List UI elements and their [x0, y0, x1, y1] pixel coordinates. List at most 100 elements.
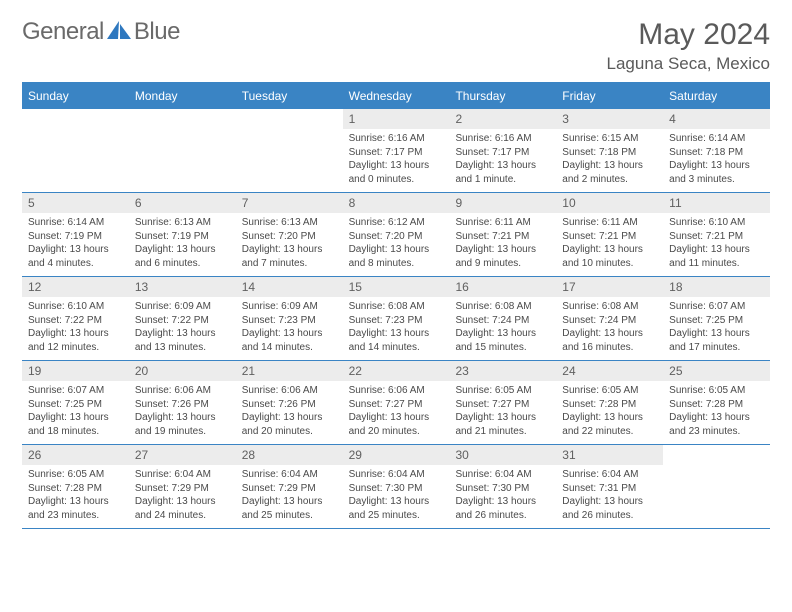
daylight-text: Daylight: 13 hours and 15 minutes. — [455, 327, 550, 354]
sunset-text: Sunset: 7:31 PM — [562, 482, 657, 496]
location-label: Laguna Seca, Mexico — [607, 54, 771, 74]
day-number: 12 — [22, 277, 129, 297]
daylight-text: Daylight: 13 hours and 18 minutes. — [28, 411, 123, 438]
sunset-text: Sunset: 7:18 PM — [562, 146, 657, 160]
sunset-text: Sunset: 7:27 PM — [455, 398, 550, 412]
sunrise-text: Sunrise: 6:10 AM — [28, 300, 123, 314]
day-info: Sunrise: 6:13 AMSunset: 7:20 PMDaylight:… — [236, 213, 343, 276]
daylight-text: Daylight: 13 hours and 6 minutes. — [135, 243, 230, 270]
sunset-text: Sunset: 7:26 PM — [242, 398, 337, 412]
sunset-text: Sunset: 7:23 PM — [242, 314, 337, 328]
header: General Blue May 2024 Laguna Seca, Mexic… — [22, 18, 770, 74]
daylight-text: Daylight: 13 hours and 0 minutes. — [349, 159, 444, 186]
sunset-text: Sunset: 7:20 PM — [242, 230, 337, 244]
dow-wednesday: Wednesday — [343, 84, 450, 109]
daylight-text: Daylight: 13 hours and 17 minutes. — [669, 327, 764, 354]
week-row: 19Sunrise: 6:07 AMSunset: 7:25 PMDayligh… — [22, 361, 770, 445]
sunrise-text: Sunrise: 6:04 AM — [349, 468, 444, 482]
day-of-week-header: SundayMondayTuesdayWednesdayThursdayFrid… — [22, 84, 770, 109]
day-info: Sunrise: 6:05 AMSunset: 7:28 PMDaylight:… — [22, 465, 129, 528]
day-info: Sunrise: 6:14 AMSunset: 7:19 PMDaylight:… — [22, 213, 129, 276]
day-cell: 23Sunrise: 6:05 AMSunset: 7:27 PMDayligh… — [449, 361, 556, 444]
dow-tuesday: Tuesday — [236, 84, 343, 109]
day-info: Sunrise: 6:06 AMSunset: 7:26 PMDaylight:… — [129, 381, 236, 444]
day-info: Sunrise: 6:09 AMSunset: 7:23 PMDaylight:… — [236, 297, 343, 360]
sunset-text: Sunset: 7:17 PM — [455, 146, 550, 160]
day-number: 20 — [129, 361, 236, 381]
sunset-text: Sunset: 7:21 PM — [562, 230, 657, 244]
sunrise-text: Sunrise: 6:04 AM — [135, 468, 230, 482]
sunrise-text: Sunrise: 6:06 AM — [242, 384, 337, 398]
day-info: Sunrise: 6:11 AMSunset: 7:21 PMDaylight:… — [449, 213, 556, 276]
sunset-text: Sunset: 7:19 PM — [28, 230, 123, 244]
day-number: 14 — [236, 277, 343, 297]
day-cell: 22Sunrise: 6:06 AMSunset: 7:27 PMDayligh… — [343, 361, 450, 444]
day-number: 18 — [663, 277, 770, 297]
logo-text-general: General — [22, 18, 104, 46]
day-number: 31 — [556, 445, 663, 465]
sunrise-text: Sunrise: 6:09 AM — [242, 300, 337, 314]
sunrise-text: Sunrise: 6:16 AM — [455, 132, 550, 146]
day-cell: 12Sunrise: 6:10 AMSunset: 7:22 PMDayligh… — [22, 277, 129, 360]
daylight-text: Daylight: 13 hours and 13 minutes. — [135, 327, 230, 354]
daylight-text: Daylight: 13 hours and 26 minutes. — [562, 495, 657, 522]
daylight-text: Daylight: 13 hours and 21 minutes. — [455, 411, 550, 438]
daylight-text: Daylight: 13 hours and 11 minutes. — [669, 243, 764, 270]
sunset-text: Sunset: 7:25 PM — [669, 314, 764, 328]
day-cell: 19Sunrise: 6:07 AMSunset: 7:25 PMDayligh… — [22, 361, 129, 444]
day-number: 5 — [22, 193, 129, 213]
day-number: 6 — [129, 193, 236, 213]
day-cell: 16Sunrise: 6:08 AMSunset: 7:24 PMDayligh… — [449, 277, 556, 360]
day-cell: . — [22, 109, 129, 192]
day-number: 8 — [343, 193, 450, 213]
sunrise-text: Sunrise: 6:04 AM — [562, 468, 657, 482]
daylight-text: Daylight: 13 hours and 1 minute. — [455, 159, 550, 186]
sunset-text: Sunset: 7:30 PM — [349, 482, 444, 496]
day-cell: 28Sunrise: 6:04 AMSunset: 7:29 PMDayligh… — [236, 445, 343, 528]
day-info: Sunrise: 6:05 AMSunset: 7:28 PMDaylight:… — [556, 381, 663, 444]
sunrise-text: Sunrise: 6:11 AM — [455, 216, 550, 230]
day-cell: 3Sunrise: 6:15 AMSunset: 7:18 PMDaylight… — [556, 109, 663, 192]
day-cell: 17Sunrise: 6:08 AMSunset: 7:24 PMDayligh… — [556, 277, 663, 360]
daylight-text: Daylight: 13 hours and 8 minutes. — [349, 243, 444, 270]
day-number: 11 — [663, 193, 770, 213]
day-cell: 10Sunrise: 6:11 AMSunset: 7:21 PMDayligh… — [556, 193, 663, 276]
sunset-text: Sunset: 7:29 PM — [135, 482, 230, 496]
daylight-text: Daylight: 13 hours and 14 minutes. — [349, 327, 444, 354]
page-title: May 2024 — [607, 18, 771, 52]
daylight-text: Daylight: 13 hours and 25 minutes. — [349, 495, 444, 522]
sunrise-text: Sunrise: 6:11 AM — [562, 216, 657, 230]
daylight-text: Daylight: 13 hours and 25 minutes. — [242, 495, 337, 522]
day-number: 24 — [556, 361, 663, 381]
sunrise-text: Sunrise: 6:07 AM — [669, 300, 764, 314]
week-row: 26Sunrise: 6:05 AMSunset: 7:28 PMDayligh… — [22, 445, 770, 529]
day-info: Sunrise: 6:04 AMSunset: 7:30 PMDaylight:… — [343, 465, 450, 528]
sunrise-text: Sunrise: 6:10 AM — [669, 216, 764, 230]
daylight-text: Daylight: 13 hours and 14 minutes. — [242, 327, 337, 354]
day-cell: . — [129, 109, 236, 192]
sunset-text: Sunset: 7:19 PM — [135, 230, 230, 244]
dow-sunday: Sunday — [22, 84, 129, 109]
day-info: Sunrise: 6:08 AMSunset: 7:23 PMDaylight:… — [343, 297, 450, 360]
day-info: Sunrise: 6:09 AMSunset: 7:22 PMDaylight:… — [129, 297, 236, 360]
day-number: 21 — [236, 361, 343, 381]
day-number: 15 — [343, 277, 450, 297]
sunrise-text: Sunrise: 6:06 AM — [135, 384, 230, 398]
sunrise-text: Sunrise: 6:15 AM — [562, 132, 657, 146]
sunset-text: Sunset: 7:20 PM — [349, 230, 444, 244]
day-info: Sunrise: 6:05 AMSunset: 7:27 PMDaylight:… — [449, 381, 556, 444]
logo-text-blue: Blue — [134, 18, 180, 46]
daylight-text: Daylight: 13 hours and 9 minutes. — [455, 243, 550, 270]
sunset-text: Sunset: 7:18 PM — [669, 146, 764, 160]
day-number: 13 — [129, 277, 236, 297]
sunset-text: Sunset: 7:25 PM — [28, 398, 123, 412]
daylight-text: Daylight: 13 hours and 24 minutes. — [135, 495, 230, 522]
day-info: Sunrise: 6:13 AMSunset: 7:19 PMDaylight:… — [129, 213, 236, 276]
sunset-text: Sunset: 7:28 PM — [669, 398, 764, 412]
day-cell: 1Sunrise: 6:16 AMSunset: 7:17 PMDaylight… — [343, 109, 450, 192]
sunrise-text: Sunrise: 6:14 AM — [669, 132, 764, 146]
day-number: 17 — [556, 277, 663, 297]
sunrise-text: Sunrise: 6:06 AM — [349, 384, 444, 398]
day-info: Sunrise: 6:08 AMSunset: 7:24 PMDaylight:… — [556, 297, 663, 360]
day-cell: 14Sunrise: 6:09 AMSunset: 7:23 PMDayligh… — [236, 277, 343, 360]
